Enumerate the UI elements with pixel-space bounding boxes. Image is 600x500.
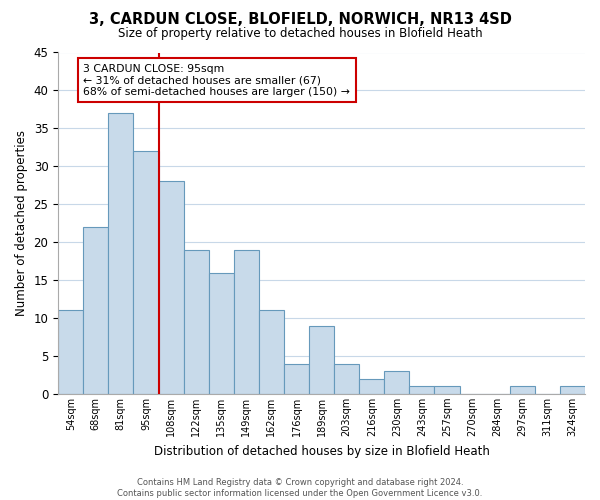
Bar — [309, 326, 334, 394]
Bar — [109, 113, 133, 394]
Bar — [434, 386, 460, 394]
Text: 3, CARDUN CLOSE, BLOFIELD, NORWICH, NR13 4SD: 3, CARDUN CLOSE, BLOFIELD, NORWICH, NR13… — [89, 12, 511, 28]
Bar — [234, 250, 259, 394]
Bar — [510, 386, 535, 394]
Bar — [409, 386, 434, 394]
Bar — [259, 310, 284, 394]
Bar — [560, 386, 585, 394]
Y-axis label: Number of detached properties: Number of detached properties — [15, 130, 28, 316]
Bar — [384, 371, 409, 394]
Bar — [334, 364, 359, 394]
Bar — [284, 364, 309, 394]
Bar — [83, 227, 109, 394]
X-axis label: Distribution of detached houses by size in Blofield Heath: Distribution of detached houses by size … — [154, 444, 490, 458]
Bar — [133, 151, 158, 394]
Bar — [209, 272, 234, 394]
Bar — [184, 250, 209, 394]
Text: 3 CARDUN CLOSE: 95sqm
← 31% of detached houses are smaller (67)
68% of semi-deta: 3 CARDUN CLOSE: 95sqm ← 31% of detached … — [83, 64, 350, 97]
Bar — [158, 182, 184, 394]
Bar — [58, 310, 83, 394]
Text: Contains HM Land Registry data © Crown copyright and database right 2024.
Contai: Contains HM Land Registry data © Crown c… — [118, 478, 482, 498]
Text: Size of property relative to detached houses in Blofield Heath: Size of property relative to detached ho… — [118, 28, 482, 40]
Bar — [359, 378, 384, 394]
